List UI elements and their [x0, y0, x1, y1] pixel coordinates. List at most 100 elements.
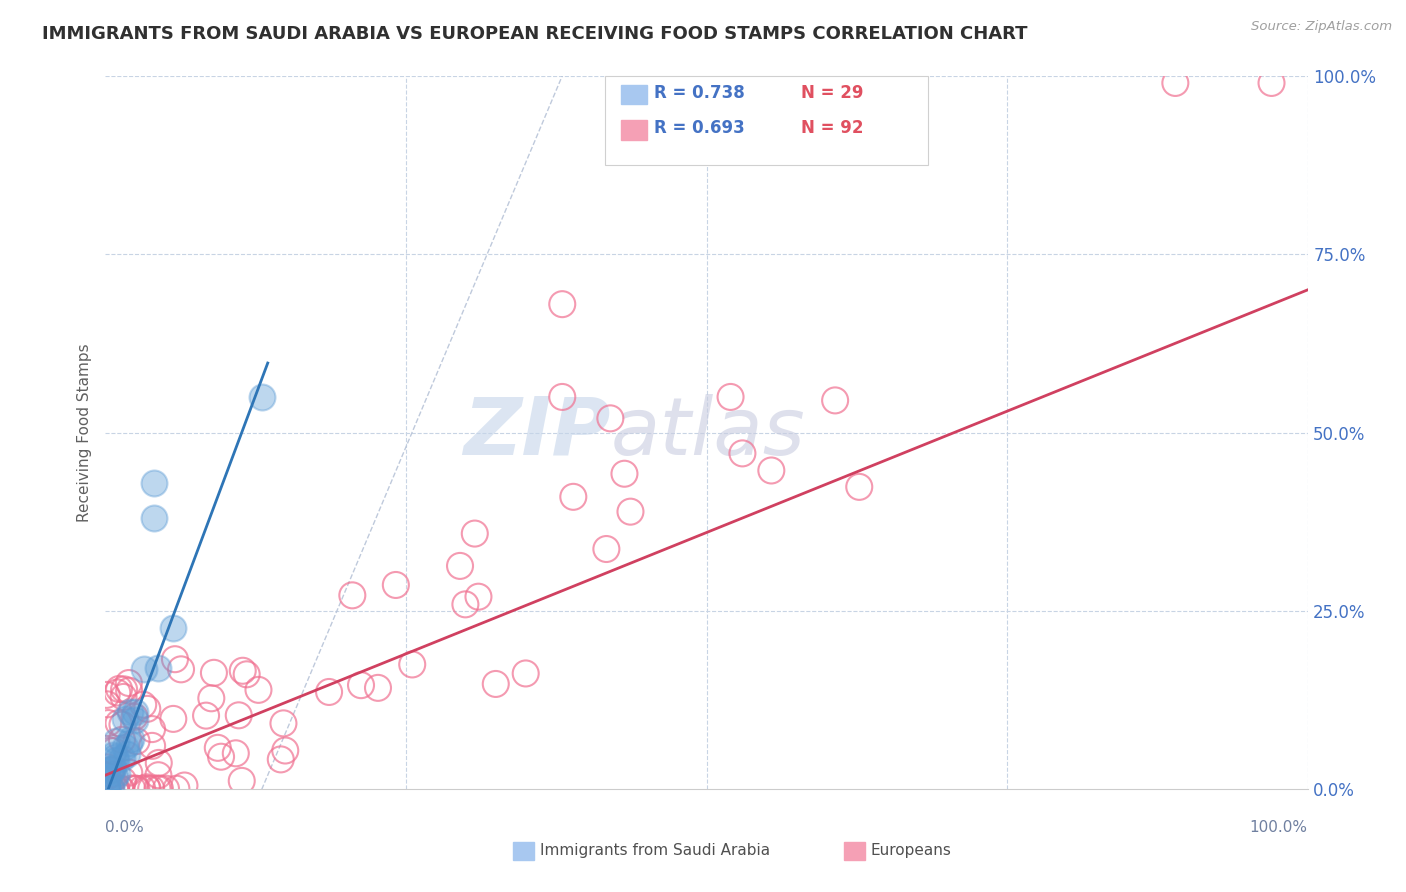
Point	[720, 390, 742, 404]
Point	[485, 677, 508, 691]
Point	[111, 717, 134, 731]
Point	[132, 662, 155, 676]
Point	[142, 475, 165, 490]
Point	[228, 708, 250, 723]
Point	[107, 765, 129, 780]
Point	[231, 773, 253, 788]
Point	[98, 744, 121, 758]
Point	[250, 390, 273, 404]
Text: Immigrants from Saudi Arabia: Immigrants from Saudi Arabia	[540, 844, 770, 858]
Y-axis label: Receiving Food Stamps: Receiving Food Stamps	[77, 343, 93, 522]
Point	[100, 763, 122, 777]
Point	[235, 667, 257, 681]
Point	[120, 732, 142, 747]
Point	[551, 390, 574, 404]
Text: Europeans: Europeans	[870, 844, 952, 858]
Point	[200, 691, 222, 706]
Point	[124, 713, 146, 727]
Point	[112, 682, 135, 697]
Point	[100, 781, 122, 796]
Point	[118, 765, 141, 780]
Point	[112, 690, 135, 704]
Point	[209, 749, 232, 764]
Point	[149, 781, 172, 796]
Point	[131, 781, 153, 796]
Point	[132, 698, 155, 712]
Point	[141, 781, 163, 796]
Point	[146, 661, 169, 675]
Point	[562, 490, 585, 504]
Point	[100, 781, 122, 796]
Point	[136, 702, 159, 716]
Point	[104, 734, 127, 748]
Point	[124, 710, 146, 724]
Point	[225, 747, 247, 761]
Point	[551, 297, 574, 311]
Point	[619, 505, 641, 519]
Point	[108, 781, 131, 796]
Point	[111, 732, 134, 747]
Point	[97, 716, 120, 731]
Text: IMMIGRANTS FROM SAUDI ARABIA VS EUROPEAN RECEIVING FOOD STAMPS CORRELATION CHART: IMMIGRANTS FROM SAUDI ARABIA VS EUROPEAN…	[42, 25, 1028, 43]
Point	[761, 463, 783, 477]
Point	[100, 764, 122, 779]
Point	[515, 666, 537, 681]
Point	[163, 652, 186, 666]
Point	[118, 705, 141, 719]
Point	[270, 752, 292, 766]
Point	[401, 657, 423, 672]
Point	[115, 747, 138, 761]
Text: R = 0.738: R = 0.738	[654, 84, 745, 102]
Text: Source: ZipAtlas.com: Source: ZipAtlas.com	[1251, 20, 1392, 33]
Point	[101, 747, 124, 762]
Point	[731, 446, 754, 460]
Point	[96, 781, 118, 796]
Point	[1164, 76, 1187, 90]
Point	[114, 739, 136, 754]
Point	[101, 761, 124, 775]
Point	[1260, 76, 1282, 90]
Point	[385, 578, 408, 592]
Point	[124, 705, 146, 719]
Point	[118, 676, 141, 690]
Point	[824, 393, 846, 408]
Point	[595, 541, 617, 556]
Point	[104, 771, 127, 785]
Point	[118, 683, 141, 698]
Point	[165, 781, 187, 796]
Point	[170, 662, 193, 676]
Point	[848, 480, 870, 494]
Point	[135, 780, 157, 795]
Point	[96, 688, 118, 702]
Point	[148, 756, 170, 770]
Point	[96, 760, 118, 774]
Text: ZIP: ZIP	[463, 393, 610, 472]
Point	[104, 781, 127, 796]
Point	[96, 698, 118, 712]
Point	[96, 781, 118, 796]
Point	[118, 736, 141, 750]
Point	[173, 779, 195, 793]
Point	[121, 781, 143, 796]
Point	[103, 744, 125, 758]
Point	[96, 781, 118, 796]
Point	[148, 768, 170, 782]
Point	[96, 772, 118, 787]
Point	[195, 708, 218, 723]
Point	[207, 740, 229, 755]
Point	[232, 664, 254, 678]
Point	[125, 781, 148, 796]
Point	[247, 682, 270, 697]
Text: N = 29: N = 29	[801, 84, 863, 102]
Point	[274, 743, 297, 757]
Point	[105, 781, 128, 796]
Point	[136, 781, 159, 796]
Point	[125, 734, 148, 748]
Point	[110, 781, 132, 796]
Point	[613, 467, 636, 481]
Point	[273, 716, 295, 731]
Point	[449, 558, 471, 573]
Point	[96, 780, 118, 795]
Point	[97, 781, 120, 796]
Point	[112, 773, 135, 788]
